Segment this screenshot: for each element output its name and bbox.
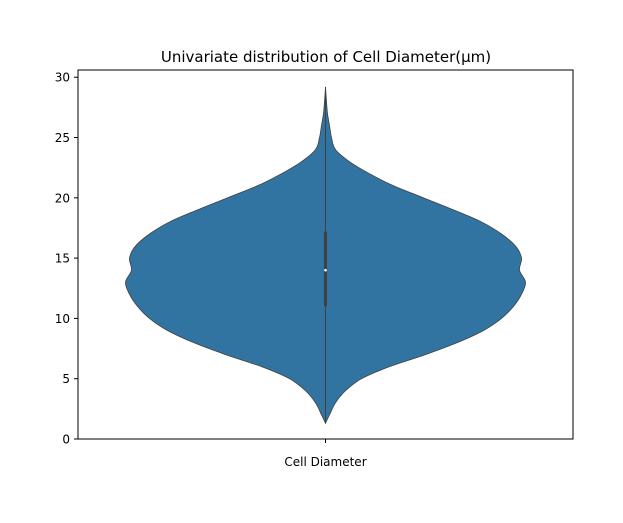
y-axis: 0 5 10 15 20 25 30	[55, 71, 78, 447]
y-tick-label: 10	[55, 312, 70, 326]
plot-area	[125, 86, 526, 425]
y-tick-label: 25	[55, 131, 70, 145]
x-axis: Cell Diameter	[284, 439, 367, 469]
chart-title: Univariate distribution of Cell Diameter…	[161, 48, 491, 66]
y-tick-label: 15	[55, 252, 70, 266]
y-tick-label: 5	[62, 372, 70, 386]
x-tick-label: Cell Diameter	[284, 455, 366, 469]
violin-median-marker	[324, 268, 327, 272]
y-tick-label: 30	[55, 71, 70, 85]
y-tick-label: 20	[55, 191, 70, 205]
y-tick-label: 0	[62, 433, 70, 447]
